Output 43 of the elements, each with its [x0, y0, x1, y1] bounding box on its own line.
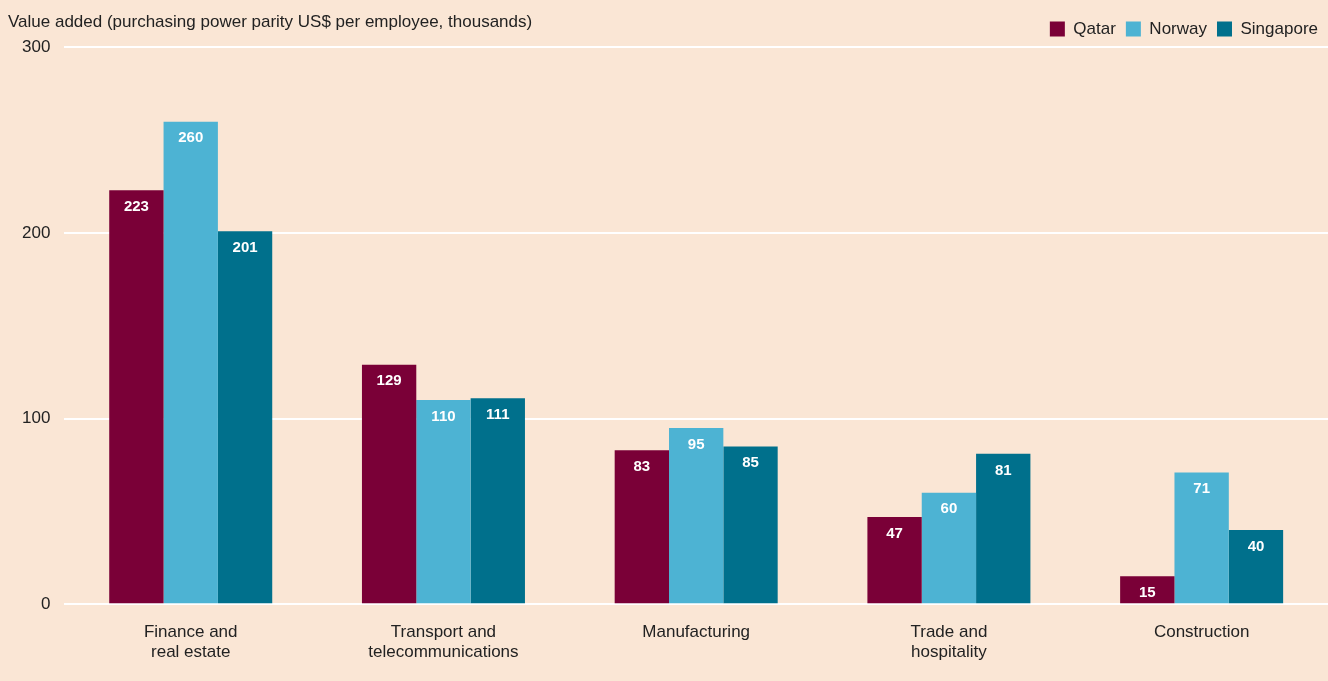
bar [614, 450, 670, 604]
bar [416, 400, 471, 604]
legend-label: Singapore [1240, 18, 1319, 38]
x-tick-label: Finance and real estate [143, 622, 238, 662]
bar [1120, 576, 1175, 604]
x-tick-label: Trade and hospitality [910, 622, 988, 662]
bar [361, 364, 417, 604]
y-tick-label: 0 [40, 593, 51, 613]
data-label: 110 [431, 406, 456, 424]
data-label: 60 [940, 499, 958, 517]
bar [669, 427, 724, 604]
data-label: 83 [633, 456, 651, 474]
data-label: 85 [742, 453, 759, 471]
y-axis-title: Value added (purchasing power parity US$ per employee, thousands) [8, 11, 533, 31]
bar [1228, 529, 1284, 604]
bar [723, 446, 778, 604]
legend-label: Norway [1149, 18, 1208, 38]
data-label: 71 [1193, 479, 1210, 497]
data-label: 223 [123, 196, 149, 214]
y-tick-label: 200 [21, 222, 51, 242]
x-tick-label: Manufacturing [642, 622, 751, 642]
data-label: 260 [178, 128, 204, 146]
bar [1174, 472, 1229, 604]
bar [976, 453, 1031, 604]
data-label: 129 [376, 371, 402, 389]
y-tick-label: 100 [21, 408, 51, 428]
bar [163, 121, 218, 604]
bar [921, 492, 977, 604]
y-tick-label: 300 [21, 37, 51, 57]
x-tick-label: Construction [1153, 622, 1250, 642]
data-label: 15 [1138, 583, 1156, 600]
bar [217, 231, 273, 604]
data-label: 201 [232, 237, 258, 255]
data-label: 81 [994, 460, 1012, 478]
x-tick-label: Transport and telecommunications [368, 622, 519, 662]
data-label: 95 [687, 434, 705, 452]
bar [109, 190, 164, 604]
bar [470, 398, 525, 604]
data-label: 40 [1247, 536, 1265, 554]
bar [867, 516, 922, 604]
data-label: 111 [486, 404, 510, 422]
data-label: 47 [886, 523, 903, 541]
legend-label: Qatar [1073, 18, 1117, 38]
